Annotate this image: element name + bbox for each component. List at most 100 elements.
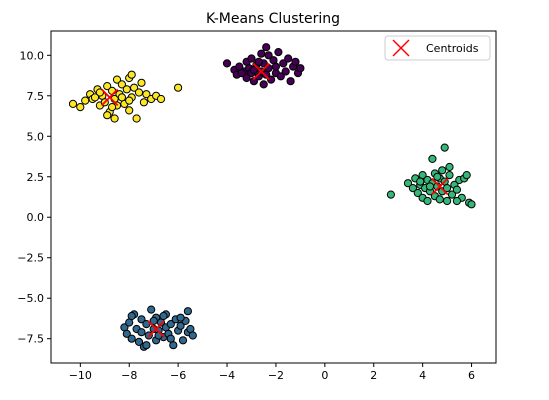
- y-tick-label: −7.5: [17, 333, 44, 346]
- x-tick-label: −2: [268, 369, 284, 382]
- cluster-0-point: [117, 80, 127, 89]
- centroid-marker-3: [147, 320, 165, 338]
- y-axis: −7.5 −5.0 −2.5 0.0 2.5 5.0 7.5 10.0: [17, 49, 51, 346]
- y-tick-label: 0.0: [27, 211, 45, 224]
- cluster-3-point: [178, 336, 188, 345]
- cluster-2-point: [443, 196, 452, 206]
- cluster-2-point: [447, 190, 457, 199]
- cluster-2-point: [433, 172, 442, 181]
- cluster-1-point: [222, 59, 232, 68]
- cluster-0-point: [127, 70, 136, 79]
- cluster-1-point: [271, 62, 280, 71]
- cluster-3-point: [127, 334, 136, 343]
- cluster-0-point: [112, 75, 122, 84]
- cluster-2-point: [445, 171, 454, 180]
- cluster-0-point: [139, 98, 148, 107]
- cluster-1-point: [291, 57, 300, 66]
- cluster-0-point: [110, 114, 119, 123]
- legend-label-centroids: Centroids: [426, 42, 479, 55]
- cluster-3-point: [147, 305, 156, 314]
- cluster-0-point: [81, 96, 90, 105]
- cluster-3-point: [188, 331, 197, 340]
- x-tick-label: −10: [69, 369, 92, 382]
- cluster-1-point: [279, 59, 288, 68]
- centroid-marker-0: [101, 88, 119, 107]
- y-tick-label: −2.5: [17, 252, 44, 265]
- cluster-3-point: [137, 315, 146, 324]
- cluster-0-point: [132, 114, 141, 123]
- cluster-0-point: [117, 93, 127, 102]
- legend-box: [384, 35, 491, 61]
- x-tick-label: −6: [170, 369, 186, 382]
- y-tick-label: 5.0: [27, 130, 45, 143]
- cluster-2-point: [423, 196, 432, 206]
- cluster-1-point: [259, 80, 268, 89]
- cluster-2-point: [438, 166, 447, 175]
- cluster-1-point: [296, 64, 305, 73]
- x-tick-label: 6: [468, 369, 475, 382]
- cluster-3-point: [149, 316, 158, 325]
- cluster-1-point: [264, 51, 273, 60]
- cluster-3-point: [127, 311, 136, 321]
- cluster-1-point: [249, 65, 258, 75]
- cluster-0-point: [130, 83, 139, 92]
- cluster-2-point: [425, 182, 435, 191]
- chart-title: K-Means Clustering: [206, 11, 340, 27]
- legend-marker-centroid-icon: [392, 39, 410, 57]
- x-tick-label: 4: [419, 369, 426, 382]
- cluster-3-point: [183, 307, 192, 316]
- cluster-2-point: [413, 188, 422, 198]
- cluster-1-point: [281, 67, 290, 76]
- cluster-0-point: [137, 78, 146, 87]
- legend: Centroids: [384, 35, 491, 61]
- cluster-3-point: [142, 341, 151, 350]
- cluster-0-point: [125, 96, 134, 105]
- cluster-2-point: [435, 195, 444, 204]
- cluster-0-point: [174, 83, 183, 92]
- plot-frame: [50, 30, 497, 364]
- y-tick-label: 7.5: [27, 90, 45, 103]
- centroid-marker-2: [431, 177, 449, 196]
- cluster-1-point: [284, 54, 293, 63]
- cluster-2-point: [467, 200, 476, 209]
- x-tick-label: 2: [370, 369, 377, 382]
- cluster-2-point: [462, 171, 471, 180]
- cluster-2-point: [452, 196, 461, 206]
- cluster-0-point: [122, 85, 131, 94]
- cluster-1-point: [286, 77, 295, 86]
- x-tick-label: 0: [321, 369, 328, 382]
- cluster-3-point: [176, 313, 185, 322]
- x-tick-label: −4: [219, 369, 235, 382]
- cluster-3-point: [176, 321, 185, 330]
- cluster-0-point: [103, 111, 112, 120]
- cluster-3-point: [166, 320, 175, 329]
- y-tick-label: 10.0: [20, 49, 45, 62]
- cluster-3-point: [137, 328, 146, 337]
- x-tick-label: −8: [121, 369, 137, 382]
- cluster-1-point: [267, 75, 276, 84]
- cluster-0-point: [95, 88, 105, 97]
- cluster-3-point: [122, 329, 131, 338]
- cluster-2-point: [416, 177, 425, 186]
- cluster-0-point: [125, 106, 134, 115]
- cluster-2-point: [443, 184, 452, 193]
- cluster-3-point: [159, 311, 168, 321]
- cluster-2-point: [445, 162, 454, 172]
- centroid-layer: [101, 62, 449, 338]
- cluster-1-point: [274, 48, 283, 57]
- cluster-0-point: [76, 103, 85, 112]
- cluster-0-point: [68, 99, 78, 109]
- cluster-0-point: [108, 103, 117, 112]
- cluster-2-point: [440, 143, 449, 152]
- cluster-1-point: [262, 43, 271, 52]
- cluster-1-point: [242, 73, 251, 83]
- cluster-0-point: [142, 90, 151, 99]
- cluster-2-point: [428, 154, 437, 163]
- cluster-0-point: [90, 93, 100, 102]
- cluster-2-point: [452, 185, 461, 194]
- cluster-3-point: [166, 334, 175, 343]
- x-axis: −10 −8 −6 −4 −2 0 2 4 6: [69, 363, 475, 382]
- cluster-3-point: [134, 337, 144, 346]
- centroid-marker-1: [252, 62, 270, 81]
